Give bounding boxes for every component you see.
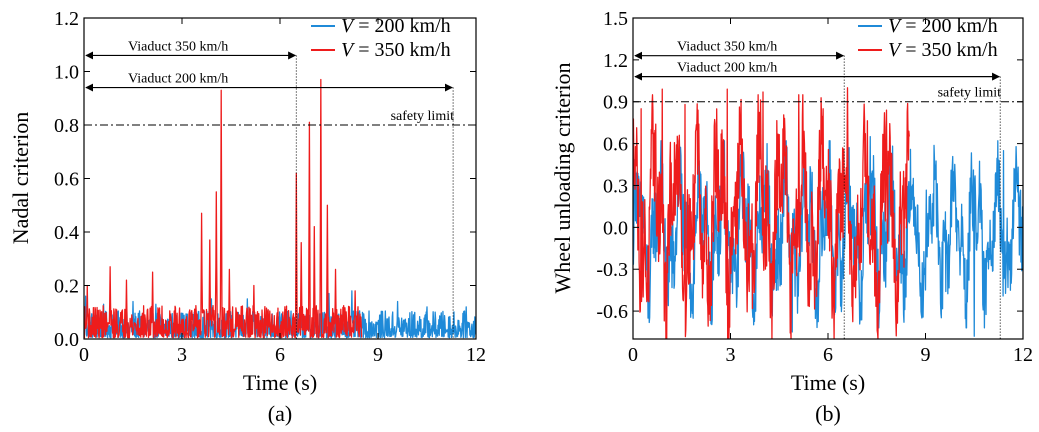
x-tick-label: 12 (1013, 344, 1033, 366)
legend-label: V = 200 km/h (341, 15, 451, 37)
y-tick-label: 0.3 (603, 175, 628, 197)
viaduct-range-label: Viaduct 350 km/h (677, 40, 777, 55)
legend: V = 200 km/hV = 350 km/h (858, 15, 998, 61)
y-tick-label: 1.0 (54, 62, 79, 84)
safety-limit-label: safety limit (938, 86, 1001, 101)
legend-label: V = 350 km/h (888, 39, 998, 61)
legend: V = 200 km/hV = 350 km/h (311, 15, 451, 61)
axes: 0 3 6 9 12 0.0 0.2 0.4 0.6 0.8 1.0 1.2 (54, 8, 486, 366)
x-axis-label: Time (s) (243, 370, 317, 395)
y-tick-label: 1.2 (54, 8, 79, 30)
y-tick-label: 1.2 (603, 50, 628, 72)
viaduct-range-label: Viaduct 200 km/h (128, 72, 228, 87)
series-line-350 (84, 78, 363, 339)
y-tick-label: 0.4 (54, 222, 79, 244)
series-layer (633, 87, 1023, 339)
x-tick-label: 0 (79, 344, 89, 366)
y-axis-label: Nadal criterion (8, 112, 33, 245)
y-tick-label: -0.6 (596, 301, 628, 323)
viaduct-range-label: Viaduct 200 km/h (677, 61, 777, 76)
y-tick-label: 0.2 (54, 276, 79, 298)
annotation-layer: safety limit Viaduct 350 km/h Viaduct 200 … (633, 40, 1023, 339)
panel-a: safety limit Viaduct 350 km/h Viaduct 200 … (8, 8, 486, 426)
panel-label: (b) (815, 401, 841, 426)
x-tick-label: 9 (373, 344, 383, 366)
x-tick-label: 3 (177, 344, 187, 366)
y-tick-label: 0.0 (603, 217, 628, 239)
y-axis-label: Wheel unloading criterion (550, 63, 575, 294)
annotation-layer: safety limit Viaduct 350 km/h Viaduct 200 … (84, 39, 476, 339)
x-axis-label: Time (s) (791, 370, 865, 395)
x-tick-label: 3 (726, 344, 736, 366)
y-tick-label: 0.6 (603, 134, 628, 156)
y-tick-label: 1.5 (603, 8, 628, 30)
y-tick-label: 0.8 (54, 115, 79, 137)
plot-frame (83, 17, 477, 340)
x-tick-label: 6 (275, 344, 285, 366)
y-tick-label: 0.0 (54, 329, 79, 351)
x-tick-label: 12 (466, 344, 486, 366)
x-tick-label: 6 (823, 344, 833, 366)
panel-label: (a) (268, 401, 292, 426)
y-tick-label: 0.6 (54, 169, 79, 191)
x-tick-label: 9 (921, 344, 931, 366)
viaduct-range-label: Viaduct 350 km/h (128, 39, 228, 54)
series-layer (84, 78, 476, 339)
x-tick-label: 0 (628, 344, 638, 366)
legend-label: V = 350 km/h (341, 39, 451, 61)
y-tick-label: -0.3 (596, 259, 628, 281)
safety-limit-label: safety limit (391, 109, 454, 124)
axes: 0 3 6 9 12 -0.6 -0.3 0.0 0.3 0.6 0.9 1.2 1.5 (596, 8, 1033, 366)
panel-b: safety limit Viaduct 350 km/h Viaduct 200 … (550, 8, 1033, 426)
series-line-350 (633, 87, 910, 339)
legend-label: V = 200 km/h (888, 15, 998, 37)
y-tick-label: 0.9 (603, 92, 628, 114)
